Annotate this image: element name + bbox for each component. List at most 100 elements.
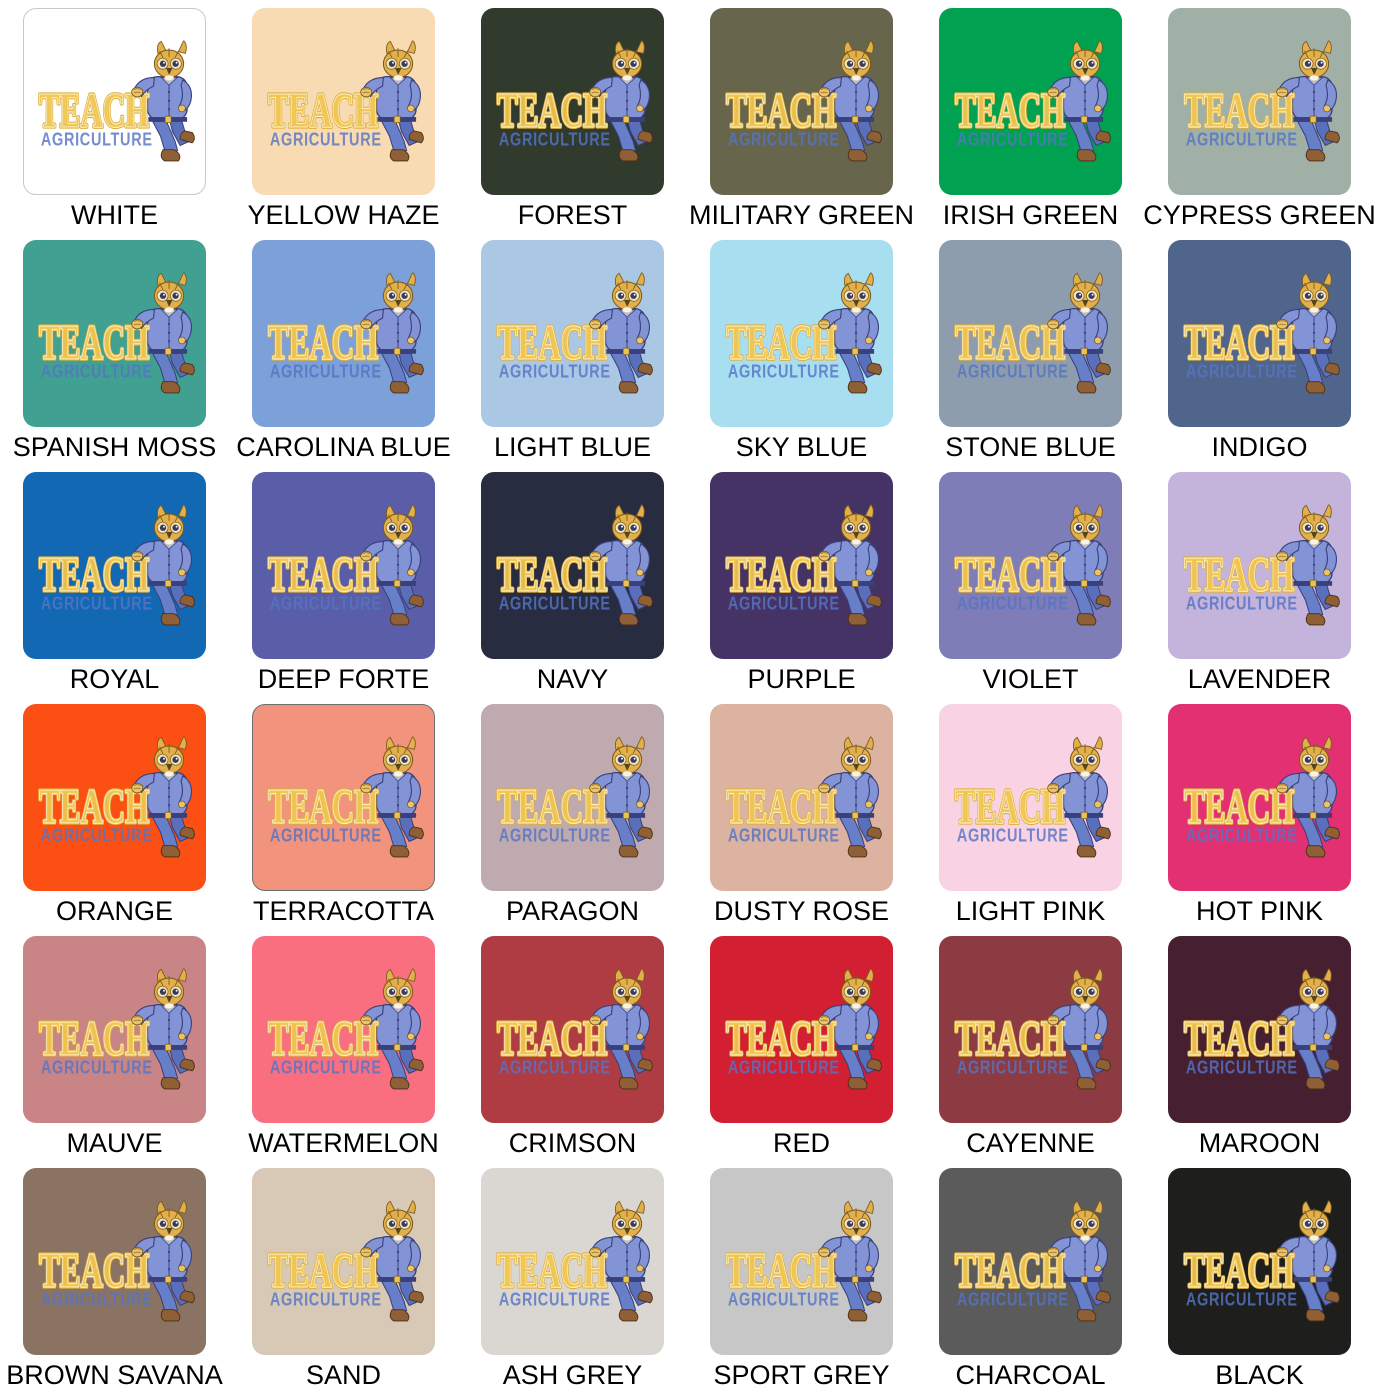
teach-agriculture-design [721, 273, 893, 402]
teach-agriculture-design [950, 969, 1122, 1098]
color-tile-purple: PURPLE [687, 464, 916, 696]
swatch-dusty-rose[interactable] [710, 704, 893, 891]
swatch-crimson[interactable] [481, 936, 664, 1123]
color-tile-deep-forte: DEEP FORTE [229, 464, 458, 696]
swatch-stone-blue[interactable] [939, 240, 1122, 427]
color-tile-charcoal: CHARCOAL [916, 1160, 1145, 1392]
swatch-label: SPANISH MOSS [12, 432, 217, 462]
teach-agriculture-design [263, 505, 435, 634]
swatch-label: PARAGON [505, 896, 640, 926]
swatch-ash-grey[interactable] [481, 1168, 664, 1355]
swatch-sand[interactable] [252, 1168, 435, 1355]
teach-agriculture-design [721, 1201, 893, 1330]
swatch-spanish-moss[interactable] [23, 240, 206, 427]
swatch-cayenne[interactable] [939, 936, 1122, 1123]
swatch-label: YELLOW HAZE [247, 200, 440, 230]
swatch-label: CYPRESS GREEN [1143, 200, 1374, 230]
swatch-hot-pink[interactable] [1168, 704, 1351, 891]
swatch-sky-blue[interactable] [710, 240, 893, 427]
teach-agriculture-design [492, 737, 664, 866]
teach-agriculture-design [263, 273, 435, 402]
swatch-label: FOREST [517, 200, 628, 230]
color-tile-light-pink: LIGHT PINK [916, 696, 1145, 928]
teach-agriculture-design [1179, 273, 1351, 402]
swatch-watermelon[interactable] [252, 936, 435, 1123]
swatch-mauve[interactable] [23, 936, 206, 1123]
color-tile-paragon: PARAGON [458, 696, 687, 928]
swatch-orange[interactable] [23, 704, 206, 891]
swatch-label: SAND [305, 1360, 381, 1390]
swatch-label: ROYAL [69, 664, 160, 694]
swatch-terracotta[interactable] [252, 704, 435, 891]
swatch-label: TERRACOTTA [253, 896, 434, 926]
swatch-label: MAUVE [66, 1128, 163, 1158]
color-tile-navy: NAVY [458, 464, 687, 696]
swatch-label: MILITARY GREEN [688, 200, 915, 230]
swatch-label: PURPLE [747, 664, 856, 694]
swatch-carolina-blue[interactable] [252, 240, 435, 427]
color-tile-royal: ROYAL [0, 464, 229, 696]
teach-agriculture-design [34, 41, 206, 170]
swatch-forest[interactable] [481, 8, 664, 195]
color-tile-sand: SAND [229, 1160, 458, 1392]
swatch-brown-savana[interactable] [23, 1168, 206, 1355]
swatch-paragon[interactable] [481, 704, 664, 891]
swatch-label: WHITE [71, 200, 158, 230]
swatch-cypress-green[interactable] [1168, 8, 1351, 195]
swatch-sport-grey[interactable] [710, 1168, 893, 1355]
color-tile-indigo: INDIGO [1145, 232, 1374, 464]
swatch-lavender[interactable] [1168, 472, 1351, 659]
color-tile-light-blue: LIGHT BLUE [458, 232, 687, 464]
swatch-irish-green[interactable] [939, 8, 1122, 195]
swatch-purple[interactable] [710, 472, 893, 659]
color-tile-forest: FOREST [458, 0, 687, 232]
color-tile-hot-pink: HOT PINK [1145, 696, 1374, 928]
color-tile-watermelon: WATERMELON [229, 928, 458, 1160]
teach-agriculture-design [1179, 737, 1351, 866]
teach-agriculture-design [492, 273, 664, 402]
color-tile-cayenne: CAYENNE [916, 928, 1145, 1160]
teach-agriculture-design [492, 1201, 664, 1330]
swatch-light-pink[interactable] [939, 704, 1122, 891]
color-tile-terracotta: TERRACOTTA [229, 696, 458, 928]
teach-agriculture-design [492, 969, 664, 1098]
swatch-military-green[interactable] [710, 8, 893, 195]
swatch-label: LIGHT BLUE [493, 432, 652, 462]
color-tile-ash-grey: ASH GREY [458, 1160, 687, 1392]
swatch-light-blue[interactable] [481, 240, 664, 427]
teach-agriculture-design [263, 969, 435, 1098]
swatch-yellow-haze[interactable] [252, 8, 435, 195]
swatch-deep-forte[interactable] [252, 472, 435, 659]
swatch-red[interactable] [710, 936, 893, 1123]
swatch-label: ASH GREY [502, 1360, 643, 1390]
swatch-label: VIOLET [982, 664, 1079, 694]
swatch-label: CAYENNE [966, 1128, 1095, 1158]
teach-agriculture-design [950, 41, 1122, 170]
teach-agriculture-design [263, 1201, 435, 1330]
swatch-label: CRIMSON [508, 1128, 637, 1158]
teach-agriculture-design [492, 505, 664, 634]
color-tile-cypress-green: CYPRESS GREEN [1143, 0, 1374, 232]
swatch-maroon[interactable] [1168, 936, 1351, 1123]
color-tile-yellow-haze: YELLOW HAZE [229, 0, 458, 232]
swatch-label: MAROON [1198, 1128, 1321, 1158]
teach-agriculture-design [1179, 969, 1351, 1098]
swatch-label: HOT PINK [1195, 896, 1324, 926]
teach-agriculture-design [34, 737, 206, 866]
swatch-navy[interactable] [481, 472, 664, 659]
swatch-label: ORANGE [55, 896, 174, 926]
teach-agriculture-design [721, 969, 893, 1098]
swatch-royal[interactable] [23, 472, 206, 659]
color-tile-mauve: MAUVE [0, 928, 229, 1160]
teach-agriculture-design [950, 273, 1122, 402]
color-tile-stone-blue: STONE BLUE [916, 232, 1145, 464]
swatch-label: RED [772, 1128, 830, 1158]
swatch-violet[interactable] [939, 472, 1122, 659]
swatch-label: DUSTY ROSE [713, 896, 890, 926]
swatch-black[interactable] [1168, 1168, 1351, 1355]
swatch-white[interactable] [23, 8, 206, 195]
swatch-charcoal[interactable] [939, 1168, 1122, 1355]
swatch-indigo[interactable] [1168, 240, 1351, 427]
swatch-label: BLACK [1215, 1360, 1304, 1390]
